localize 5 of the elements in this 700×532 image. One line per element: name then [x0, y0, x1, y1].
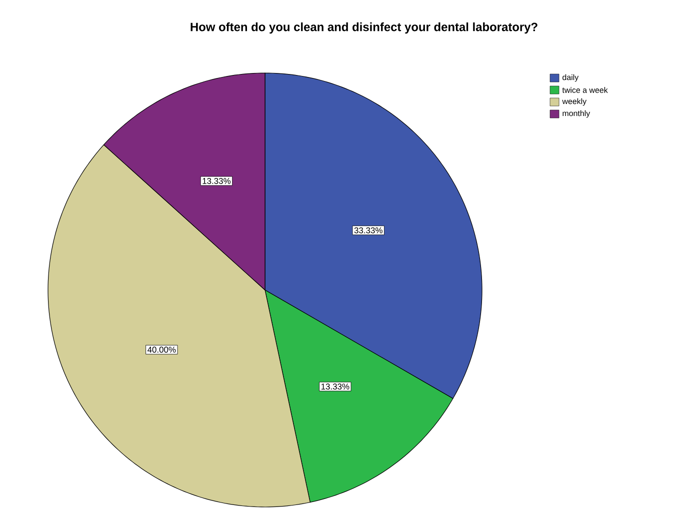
data-label: 13.33%	[321, 384, 350, 390]
data-label: 40.00%	[147, 346, 176, 353]
data-label: 33.33%	[354, 227, 382, 234]
data-label: 13.33%	[202, 178, 231, 184]
chart-title: How often do you clean and disinfect your dental laboratory?	[190, 22, 538, 34]
